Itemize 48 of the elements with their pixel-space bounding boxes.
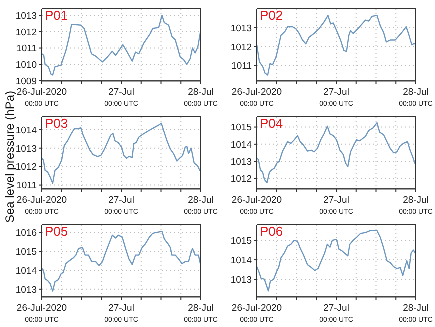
chart-title: P05: [45, 224, 68, 239]
y-tick-label: 1014: [16, 266, 37, 277]
y-tick-label: 1010: [16, 60, 37, 72]
y-tick-label: 1014: [230, 140, 252, 151]
x-tick-label: 26-Jul-2020 00:00 UTC: [16, 195, 68, 216]
x-tick-label: 26-Jul-2020 00:00 UTC: [16, 87, 68, 108]
y-tick-label: 1013: [16, 10, 37, 22]
x-tick-label: 27-Jul 00:00 UTC: [320, 303, 354, 324]
y-tick-label: 1014: [16, 125, 37, 136]
y-tick-label: 1013: [16, 144, 37, 155]
y-tick-label: 1011: [232, 61, 252, 72]
x-tick-label: 28-Jul 00:00 UTC: [399, 195, 433, 216]
y-tick-label: 1012: [230, 42, 252, 54]
y-tick-label: 1014: [230, 255, 252, 266]
chart-title: P04: [260, 116, 284, 131]
x-tick-label: 28-Jul 00:00 UTC: [399, 87, 433, 108]
chart-title: P01: [45, 8, 68, 23]
x-tick-label: 26-Jul-2020 00:00 UTC: [16, 303, 68, 324]
x-tick-label: 28-Jul 00:00 UTC: [184, 303, 218, 324]
y-tick-label: 1013: [16, 284, 37, 296]
y-tick-label: 1016: [16, 228, 37, 239]
x-tick-label: 27-Jul 00:00 UTC: [320, 87, 354, 108]
x-tick-label: 27-Jul 00:00 UTC: [104, 87, 138, 108]
x-tick-label: 28-Jul 00:00 UTC: [399, 303, 433, 324]
x-tick-label: 26-Jul-2020 00:00 UTC: [232, 195, 282, 216]
x-tick-label: 27-Jul 00:00 UTC: [104, 195, 138, 216]
x-tick-label: 26-Jul-2020 00:00 UTC: [232, 303, 282, 324]
y-tick-label: 1011: [16, 44, 37, 55]
y-tick-label: 1013: [230, 274, 252, 286]
x-tick-label: 28-Jul 00:00 UTC: [184, 195, 218, 216]
y-tick-label: 1013: [230, 156, 252, 168]
y-tick-label: 1015: [230, 236, 252, 247]
x-tick-label: 27-Jul 00:00 UTC: [320, 195, 354, 216]
x-tick-label: 26-Jul-2020 00:00 UTC: [232, 87, 282, 108]
y-tick-label: 1011: [16, 180, 37, 192]
y-tick-label: 1009: [16, 76, 37, 88]
x-tick-label: 28-Jul 00:00 UTC: [184, 87, 218, 108]
chart-title: P06: [260, 224, 284, 239]
y-axis-title: Sea level pressure (hPa): [3, 90, 17, 226]
y-tick-label: 1015: [230, 122, 252, 134]
y-tick-label: 1015: [16, 246, 37, 258]
chart-title: P02: [260, 8, 284, 23]
chart-title: P03: [45, 116, 68, 131]
y-tick-label: 1012: [16, 27, 37, 38]
y-tick-label: 1012: [230, 174, 252, 186]
y-tick-label: 1013: [230, 23, 252, 34]
y-tick-label: 1012: [16, 162, 37, 174]
x-tick-label: 27-Jul 00:00 UTC: [104, 303, 138, 324]
